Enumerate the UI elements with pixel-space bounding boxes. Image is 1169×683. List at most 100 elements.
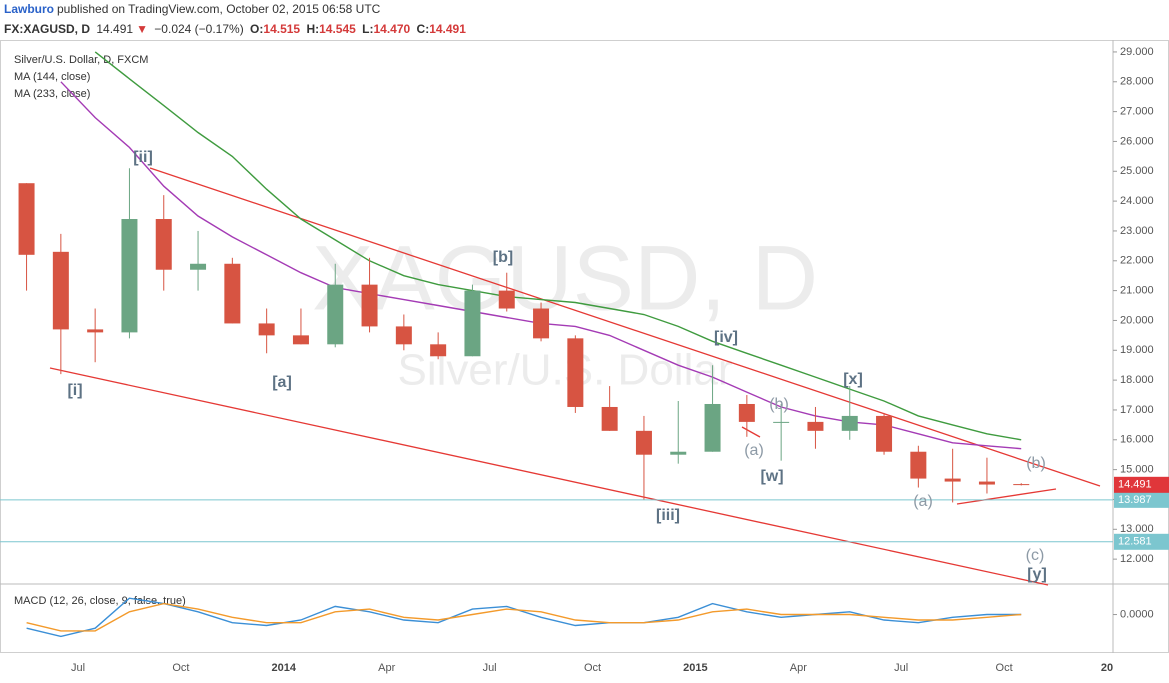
x-tick-label: Jul (483, 662, 497, 674)
wave-label: [i] (67, 382, 82, 399)
wave-label: (a) (913, 493, 933, 510)
legend-ma233: MA (233, close) (14, 88, 90, 100)
candle-body (292, 335, 309, 345)
wave-label: (b) (1026, 455, 1046, 472)
candle-body (910, 451, 927, 479)
candle-body (876, 415, 893, 452)
trendlines (49, 167, 1101, 586)
candle-body (704, 403, 721, 452)
upper-channel (149, 167, 1101, 487)
low: 14.470 (373, 22, 411, 36)
down-arrow: ▼ (136, 22, 148, 36)
x-tick-label: Apr (378, 662, 395, 674)
x-tick-label: Jul (894, 662, 908, 674)
change: −0.024 (−0.17%) (154, 22, 244, 36)
candle-body (52, 251, 69, 330)
candle-body (361, 284, 378, 327)
publish-line: Lawburo published on TradingView.com, Oct… (4, 2, 383, 16)
candle-body (944, 478, 961, 482)
lower-channel (49, 367, 1049, 586)
candle-body (567, 338, 584, 407)
close: 14.491 (429, 22, 466, 36)
candle-body (1013, 484, 1030, 486)
y-tick-label: 17.000 (1120, 404, 1154, 416)
last: 14.491 (96, 22, 134, 36)
wave-label: [b] (493, 249, 513, 266)
price-tag (1114, 491, 1169, 508)
low-label: L: (362, 22, 374, 36)
candle-body (430, 344, 447, 357)
y-tick-label: 28.000 (1120, 76, 1154, 88)
wave-label: [iv] (714, 329, 738, 346)
watermark: XAGUSD, D (312, 227, 818, 329)
triangle-base (956, 488, 1057, 505)
y-tick-label: 24.000 (1120, 195, 1154, 207)
candle-body (738, 403, 755, 422)
y-tick-label: 18.000 (1120, 374, 1154, 386)
y-tick-label: 16.000 (1120, 434, 1154, 446)
y-tick-label: 23.000 (1120, 225, 1154, 237)
candle-body (807, 421, 824, 431)
candle-body (87, 329, 104, 333)
x-tick-label: Apr (790, 662, 807, 674)
candle-body (395, 326, 412, 345)
x-tick-label: Oct (172, 662, 189, 674)
legend-title: Silver/U.S. Dollar, D, FXCM (14, 54, 148, 66)
y-tick-label: 15.000 (1120, 464, 1154, 476)
high: 14.545 (319, 22, 356, 36)
wave-label: [iii] (656, 507, 680, 524)
y-tick-label: 0.0000 (1120, 608, 1154, 620)
price-tag-label: 12.581 (1118, 536, 1152, 548)
candle-body (978, 481, 995, 485)
y-tick-label: 20.000 (1120, 314, 1154, 326)
series-line (26, 597, 1022, 638)
candle-body (155, 219, 172, 270)
candle-body (121, 219, 138, 333)
y-tick-label: 26.000 (1120, 135, 1154, 147)
candle-body (533, 308, 550, 339)
y-tick-label: 13.000 (1120, 523, 1154, 535)
candle-body (773, 421, 790, 423)
candle-body (498, 290, 515, 309)
x-tick-label: 20 (1101, 662, 1113, 674)
y-tick-label: 27.000 (1120, 106, 1154, 118)
y-tick-label: 25.000 (1120, 165, 1154, 177)
quote-line: FX:XAGUSD, D 14.491 ▼ −0.024 (−0.17%) O:1… (4, 22, 469, 36)
x-tick-label: Oct (996, 662, 1013, 674)
last-price-tag (1114, 476, 1169, 493)
candle-body (464, 290, 481, 357)
wave-label: [y] (1027, 566, 1047, 583)
candle-body (327, 284, 344, 345)
sub-wave (741, 426, 761, 438)
y-tick-label: 21.000 (1120, 285, 1154, 297)
candle-body (635, 430, 652, 455)
price-tag-label: 13.987 (1118, 494, 1152, 506)
open: 14.515 (263, 22, 301, 36)
symbol: FX:XAGUSD, D (4, 22, 91, 36)
x-tick-label: Oct (584, 662, 601, 674)
candle-body (841, 415, 858, 431)
legend-ma144: MA (144, close) (14, 71, 90, 83)
candle-body (18, 183, 35, 255)
close-label: C: (416, 22, 430, 36)
open-label: O: (250, 22, 264, 36)
y-tick-label: 29.000 (1120, 46, 1154, 58)
series-line (94, 51, 1022, 441)
wave-label: [x] (843, 371, 863, 388)
author[interactable]: Lawburo (4, 2, 54, 16)
y-tick-label: 19.000 (1120, 344, 1154, 356)
x-tick-label: 2014 (272, 662, 297, 674)
candle-body (670, 451, 687, 455)
y-tick-label: 22.000 (1120, 255, 1154, 267)
wave-label: (a) (744, 442, 764, 459)
y-tick-label: 12.000 (1120, 553, 1154, 565)
x-tick-label: Jul (71, 662, 85, 674)
candle-body (258, 323, 275, 336)
wave-label: [a] (272, 374, 292, 391)
candle-body (224, 263, 241, 324)
candle-body (190, 263, 207, 270)
published: published on TradingView.com, October 02… (57, 2, 381, 16)
watermark-subtitle: Silver/U.S. Dollar (398, 346, 733, 395)
